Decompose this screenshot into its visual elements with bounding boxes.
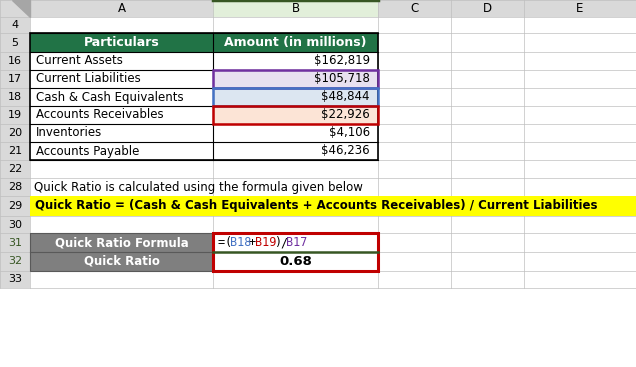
Text: /: / (280, 236, 287, 249)
Text: 18: 18 (8, 92, 22, 102)
Bar (451, 0, 524, 288)
Bar (213, 88, 378, 106)
Text: 28: 28 (8, 182, 22, 192)
Text: B18: B18 (230, 236, 252, 249)
Bar (213, 0, 378, 17)
Text: Quick Ratio: Quick Ratio (83, 255, 160, 268)
Bar (0, 0, 30, 288)
Text: Accounts Receivables: Accounts Receivables (36, 109, 163, 121)
Text: Inventories: Inventories (36, 127, 102, 139)
Bar (213, 233, 378, 252)
Text: 30: 30 (8, 219, 22, 229)
Text: (: ( (225, 236, 232, 249)
Bar (30, 33, 378, 160)
Bar (213, 106, 378, 124)
Bar (30, 233, 213, 271)
Text: ): ) (274, 236, 281, 249)
Text: 32: 32 (8, 257, 22, 266)
Text: Particulars: Particulars (83, 36, 160, 49)
Bar (213, 252, 378, 271)
Text: $22,926: $22,926 (321, 109, 370, 121)
Text: Quick Ratio = (Cash & Cash Equivalents + Accounts Receivables) / Current Liabili: Quick Ratio = (Cash & Cash Equivalents +… (35, 200, 597, 212)
Text: $48,844: $48,844 (322, 91, 370, 103)
Text: $162,819: $162,819 (314, 55, 370, 68)
Polygon shape (12, 0, 30, 17)
Text: 0.68: 0.68 (279, 255, 312, 268)
Bar (0, 0, 30, 288)
Bar (213, 106, 378, 124)
Bar (213, 0, 378, 288)
Text: $4,106: $4,106 (329, 127, 370, 139)
Text: Amount (in millions): Amount (in millions) (225, 36, 367, 49)
Text: C: C (410, 2, 418, 15)
Bar (30, 233, 213, 252)
Bar (524, 0, 636, 288)
Text: B19: B19 (255, 236, 277, 249)
Text: Current Assets: Current Assets (36, 55, 123, 68)
Bar (30, 252, 213, 271)
Text: B: B (291, 2, 300, 15)
Bar (213, 88, 378, 106)
Bar (213, 33, 378, 52)
Text: D: D (483, 2, 492, 15)
Bar (213, 233, 378, 271)
Text: Accounts Payable: Accounts Payable (36, 145, 139, 157)
Text: 22: 22 (8, 164, 22, 174)
Text: Quick Ratio is calculated using the formula given below: Quick Ratio is calculated using the form… (34, 181, 363, 193)
Text: 17: 17 (8, 74, 22, 84)
Text: +: + (249, 236, 256, 249)
Text: 20: 20 (8, 128, 22, 138)
Bar (30, 33, 213, 52)
Text: 5: 5 (11, 37, 18, 47)
Text: 29: 29 (8, 201, 22, 211)
Text: Cash & Cash Equivalents: Cash & Cash Equivalents (36, 91, 184, 103)
Text: Current Liabilities: Current Liabilities (36, 73, 141, 86)
Text: $105,718: $105,718 (314, 73, 370, 86)
Bar (30, 196, 636, 216)
Text: B17: B17 (286, 236, 308, 249)
Text: 4: 4 (11, 20, 18, 30)
Text: =: = (218, 236, 225, 249)
Bar (0, 0, 636, 17)
Text: 33: 33 (8, 275, 22, 284)
Text: E: E (576, 2, 584, 15)
Text: 16: 16 (8, 56, 22, 66)
Text: A: A (118, 2, 125, 15)
Bar (30, 0, 213, 288)
Text: Quick Ratio Formula: Quick Ratio Formula (55, 236, 188, 249)
Text: 21: 21 (8, 146, 22, 156)
Text: 19: 19 (8, 110, 22, 120)
Text: 31: 31 (8, 237, 22, 247)
Bar (213, 70, 378, 88)
Text: $46,236: $46,236 (321, 145, 370, 157)
Bar (378, 0, 451, 288)
Bar (213, 70, 378, 88)
